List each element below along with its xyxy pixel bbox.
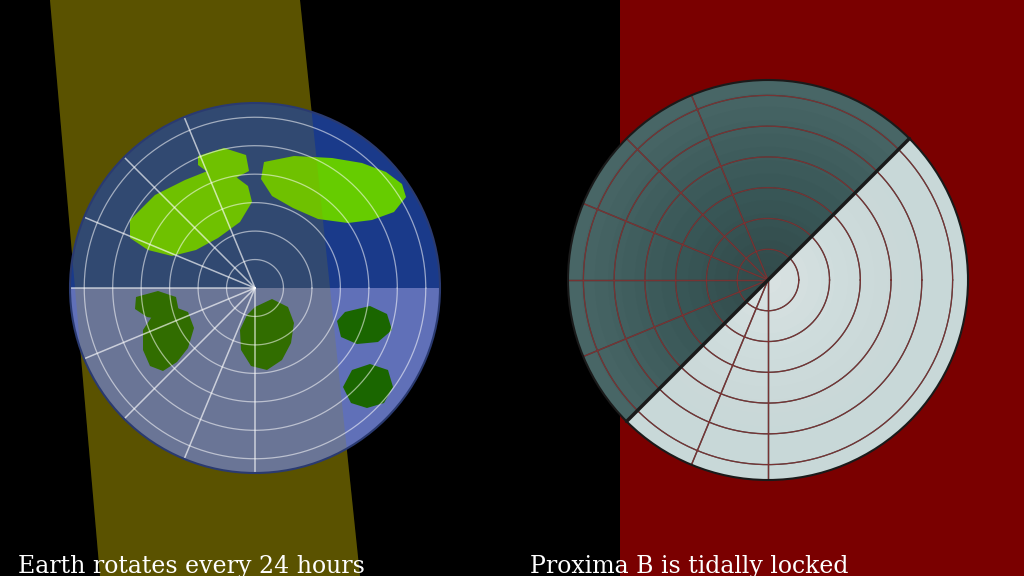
Polygon shape xyxy=(337,306,392,344)
Polygon shape xyxy=(261,156,406,223)
Polygon shape xyxy=(240,299,294,370)
Polygon shape xyxy=(343,364,393,408)
Wedge shape xyxy=(750,261,795,306)
Wedge shape xyxy=(568,80,909,422)
Polygon shape xyxy=(620,0,1024,576)
Polygon shape xyxy=(50,0,360,576)
Polygon shape xyxy=(143,306,194,371)
Polygon shape xyxy=(330,170,358,184)
Wedge shape xyxy=(627,139,968,480)
Circle shape xyxy=(70,103,440,473)
Circle shape xyxy=(568,80,968,480)
Polygon shape xyxy=(375,193,400,210)
Polygon shape xyxy=(135,291,179,320)
Polygon shape xyxy=(130,170,252,256)
Polygon shape xyxy=(198,148,249,179)
Wedge shape xyxy=(70,288,440,473)
Circle shape xyxy=(568,80,968,480)
Wedge shape xyxy=(739,252,808,320)
Circle shape xyxy=(70,103,440,473)
Circle shape xyxy=(70,103,440,473)
Text: Proxima B is tidally locked: Proxima B is tidally locked xyxy=(530,555,849,576)
Polygon shape xyxy=(50,0,360,576)
Text: Earth rotates every 24 hours: Earth rotates every 24 hours xyxy=(18,555,365,576)
Wedge shape xyxy=(759,271,781,293)
